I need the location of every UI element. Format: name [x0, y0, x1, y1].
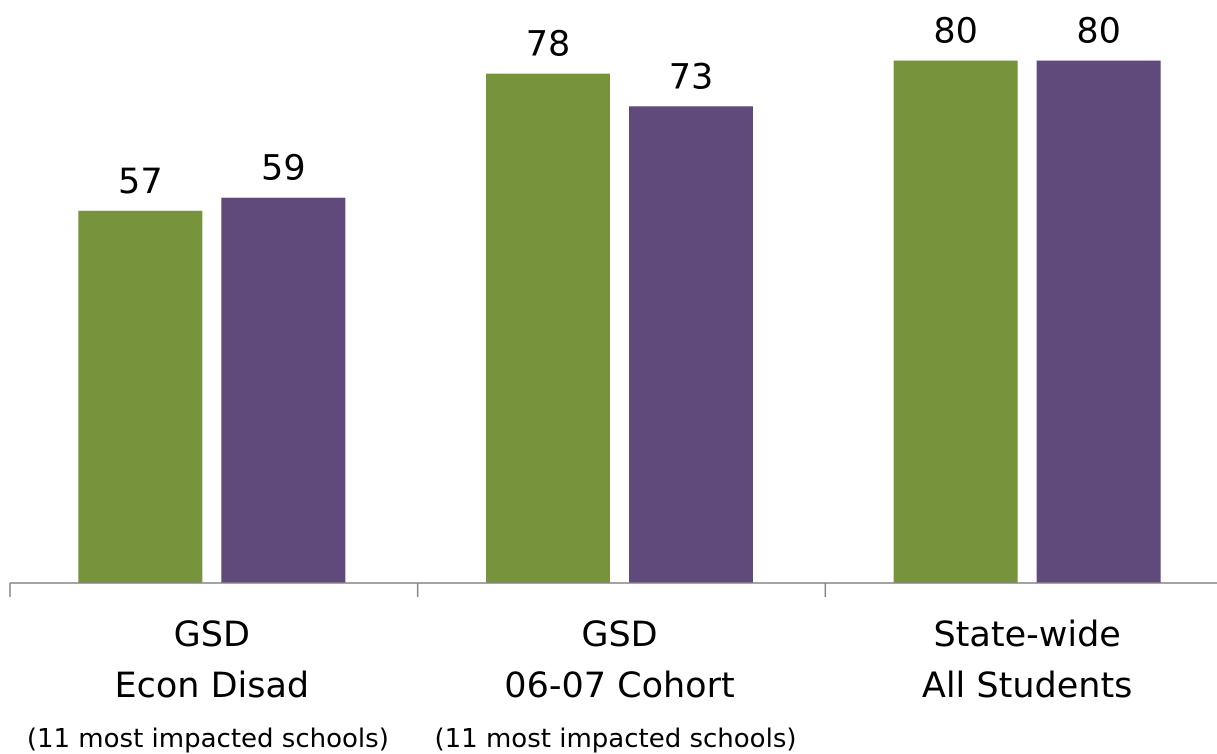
data-label: 80	[1076, 12, 1121, 52]
bar-series-1-category-2	[486, 73, 610, 583]
category-label-line1: GSD	[581, 615, 657, 655]
category-label-line1: GSD	[174, 615, 250, 655]
data-label: 78	[526, 25, 571, 65]
data-label: 57	[118, 162, 163, 202]
data-label: 73	[669, 57, 714, 97]
x-axis-ticks	[9, 583, 827, 597]
category-label-line2: 06-07 Cohort	[504, 666, 734, 706]
data-label: 59	[261, 149, 306, 189]
bar-series-1-category-3	[893, 60, 1018, 584]
category-note: (11 most impacted schools)	[27, 724, 389, 754]
category-label-line1: State-wide	[933, 615, 1120, 655]
bar-series-1-category-1	[78, 210, 203, 584]
category-note: (11 most impacted schools)	[434, 724, 796, 754]
category-labels-group: GSD Econ Disad (11 most impacted schools) G…	[27, 615, 1133, 754]
bar-series-2-category-1	[221, 197, 346, 584]
bar-series-2-category-3	[1036, 60, 1161, 584]
data-label: 80	[933, 12, 978, 52]
bars-group	[78, 60, 1161, 584]
category-label-line2: Econ Disad	[115, 666, 310, 706]
category-label-line2: All Students	[922, 666, 1133, 706]
bar-series-2-category-2	[629, 106, 753, 583]
value-labels-group: 57 59 78 73 80 80	[118, 12, 1121, 202]
